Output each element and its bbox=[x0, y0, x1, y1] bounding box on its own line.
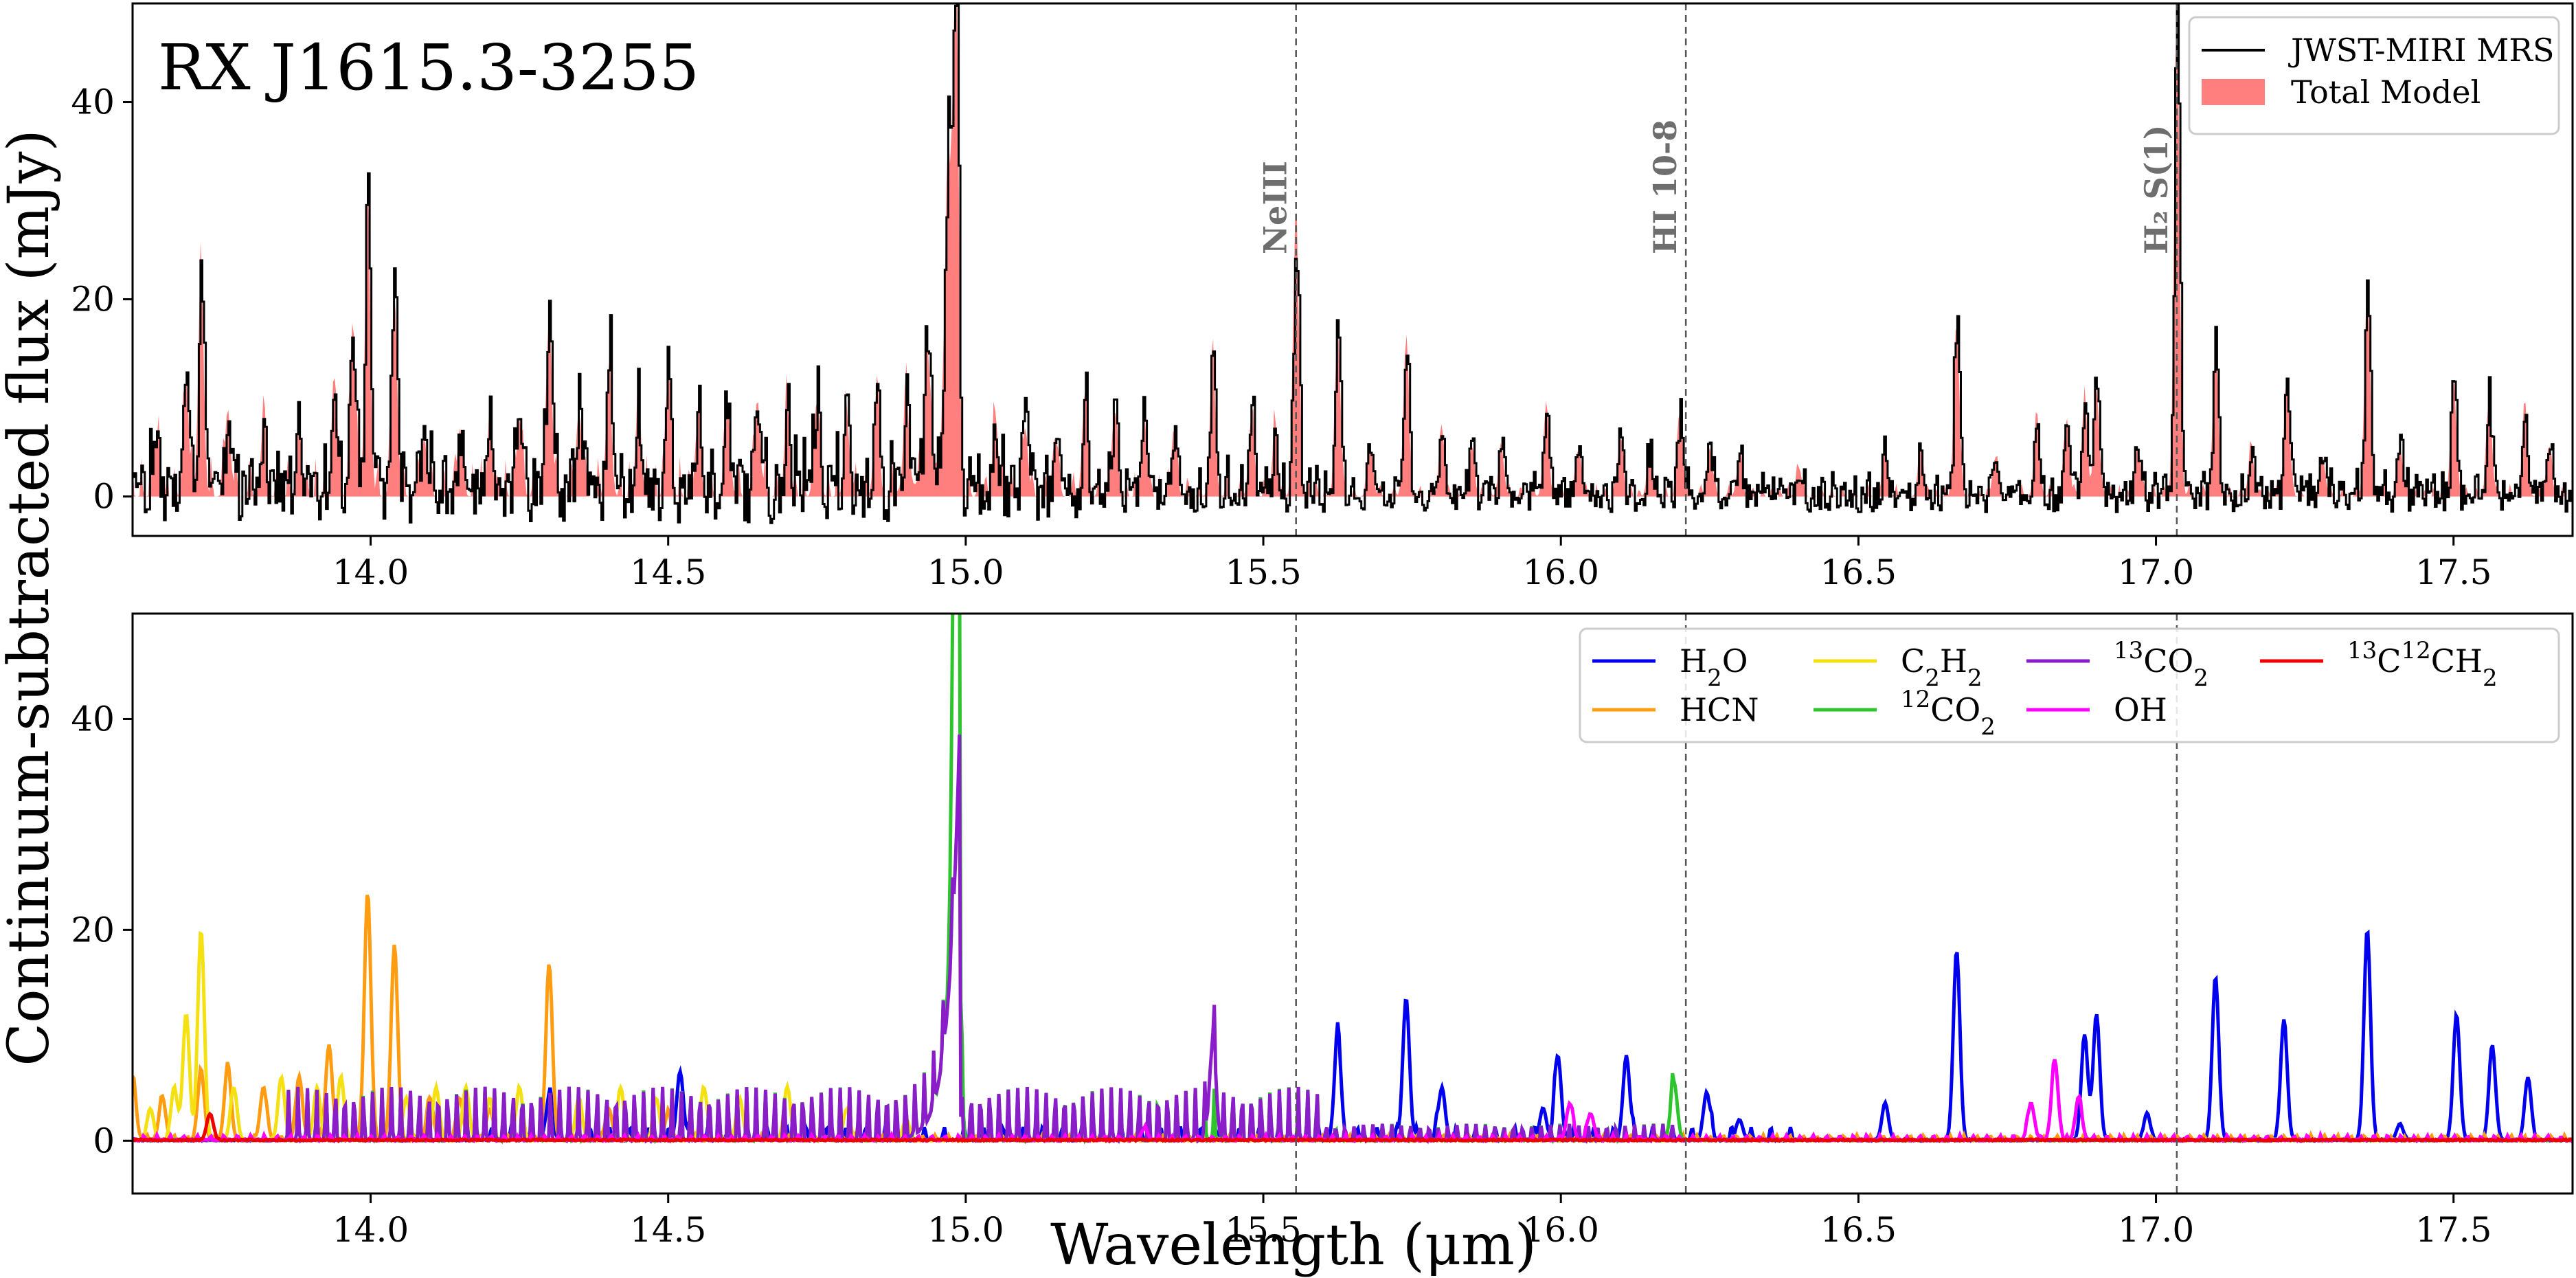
observed-spectrum bbox=[133, 3, 2573, 524]
y-axis-label: Continuum-subtracted flux (mJy) bbox=[0, 129, 62, 1066]
series-5-line bbox=[133, 735, 2573, 1145]
bottom-panel: 0 20 40 14.0 14.5 15.0 15.5 16.0 16.5 17.0 17.5 H… bbox=[71, 612, 2574, 1250]
bottom-xtick-label-4: 15.5 bbox=[1225, 1210, 1301, 1250]
series-4-line bbox=[133, 614, 2573, 1145]
bottom-ytick-label-1: 0 bbox=[93, 1121, 115, 1161]
bottom-xtick-label-7: 17.0 bbox=[2118, 1210, 2194, 1250]
top-xtick-label-6: 16.5 bbox=[1820, 552, 1897, 592]
series-1-line bbox=[133, 929, 2573, 1143]
annotation-1: NeIII bbox=[1257, 161, 1294, 254]
legend-model-label: Total Model bbox=[2291, 74, 2481, 111]
legend-observed-label: JWST-MIRI MRS bbox=[2288, 32, 2554, 69]
bottom-ytick-label-2: 20 bbox=[71, 910, 115, 950]
bottom-xtick-label-8: 17.5 bbox=[2415, 1210, 2492, 1250]
top-axes-frame bbox=[131, 2, 2574, 537]
bottom-x-ticks: 14.0 14.5 15.0 15.5 16.0 16.5 17.0 17.5 bbox=[332, 1193, 2492, 1250]
top-xtick-label-3: 15.0 bbox=[927, 552, 1004, 592]
legend-oh-label: OH bbox=[2114, 691, 2167, 728]
line-annotations: NeIII HI 10-8 H₂ S(1) bbox=[1257, 120, 2175, 254]
panel-title: RX J1615.3-3255 bbox=[158, 31, 699, 104]
molecular-model-series bbox=[133, 614, 2573, 1145]
legend-model-swatch bbox=[2202, 79, 2265, 105]
top-panel: 0 20 40 14.0 14.5 15.0 15.5 16.0 16.5 17.0 17.5 R… bbox=[71, 2, 2574, 592]
bottom-xtick-label-3: 15.0 bbox=[927, 1210, 1004, 1250]
top-reference-lines bbox=[1295, 3, 2178, 536]
bottom-xtick-label-2: 14.5 bbox=[630, 1210, 706, 1250]
annotation-3: H₂ S(1) bbox=[2138, 125, 2175, 254]
bottom-axes-frame bbox=[131, 612, 2574, 1195]
x-axis-label: Wavelength (μm) bbox=[1050, 1213, 1537, 1278]
bottom-ytick-label-3: 40 bbox=[71, 699, 115, 739]
bottom-xtick-label-1: 14.0 bbox=[332, 1210, 409, 1250]
bottom-legend: H2O HCN C2H2 12CO2 13CO2 OH 13C12CH2 bbox=[1579, 627, 2560, 743]
top-y-ticks: 0 20 40 bbox=[71, 82, 133, 517]
series-2-line bbox=[133, 894, 2573, 1144]
top-ytick-label-1: 0 bbox=[93, 477, 115, 517]
top-ytick-label-2: 20 bbox=[71, 280, 115, 320]
legend-hcn-label: HCN bbox=[1680, 691, 1759, 728]
series-7-line bbox=[133, 1111, 2573, 1143]
top-xtick-label-4: 15.5 bbox=[1225, 552, 1301, 592]
observed-spectrum-line bbox=[133, 3, 2573, 524]
bottom-y-ticks: 0 20 40 bbox=[71, 699, 133, 1161]
top-x-ticks: 14.0 14.5 15.0 15.5 16.0 16.5 17.0 17.5 bbox=[332, 536, 2492, 592]
annotation-2: HI 10-8 bbox=[1647, 120, 1684, 254]
top-xtick-label-5: 16.0 bbox=[1523, 552, 1599, 592]
top-legend-frame bbox=[2188, 16, 2560, 135]
bottom-xtick-label-5: 16.0 bbox=[1523, 1210, 1599, 1250]
top-xtick-label-7: 17.0 bbox=[2118, 552, 2194, 592]
series-3-line bbox=[133, 930, 2573, 1143]
top-xtick-label-8: 17.5 bbox=[2415, 552, 2492, 592]
bottom-xtick-label-6: 16.5 bbox=[1820, 1210, 1897, 1250]
top-legend: JWST-MIRI MRS Total Model bbox=[2188, 16, 2560, 135]
bottom-legend-frame bbox=[1579, 627, 2560, 743]
top-xtick-label-2: 14.5 bbox=[630, 552, 706, 592]
top-ytick-label-3: 40 bbox=[71, 82, 115, 122]
top-xtick-label-1: 14.0 bbox=[332, 552, 409, 592]
